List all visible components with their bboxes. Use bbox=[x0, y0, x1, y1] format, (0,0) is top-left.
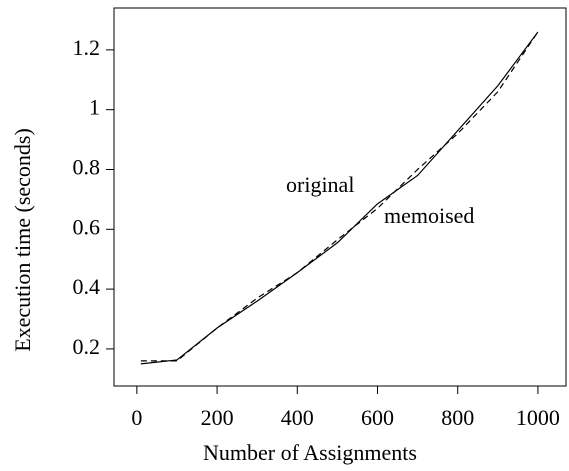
x-tick-label: 0 bbox=[131, 405, 142, 430]
x-tick-label: 600 bbox=[361, 405, 394, 430]
y-tick-label: 0.2 bbox=[73, 334, 101, 359]
x-tick-label: 1000 bbox=[516, 405, 560, 430]
y-tick-label: 0.4 bbox=[73, 274, 101, 299]
x-tick-label: 800 bbox=[441, 405, 474, 430]
series-line bbox=[140, 31, 539, 365]
y-axis-label: Execution time (seconds) bbox=[10, 128, 35, 352]
x-tick-label: 400 bbox=[281, 405, 314, 430]
series-label: original bbox=[286, 172, 354, 197]
x-tick-label: 200 bbox=[201, 405, 234, 430]
y-tick-label: 1.2 bbox=[73, 35, 101, 60]
y-tick-label: 1 bbox=[89, 95, 100, 120]
x-axis-label: Number of Assignments bbox=[203, 440, 417, 465]
series-label: memoised bbox=[384, 203, 474, 228]
series-line bbox=[140, 31, 539, 362]
y-tick-label: 0.6 bbox=[73, 214, 101, 239]
y-tick-label: 0.8 bbox=[73, 155, 101, 180]
plot-frame bbox=[113, 7, 567, 387]
